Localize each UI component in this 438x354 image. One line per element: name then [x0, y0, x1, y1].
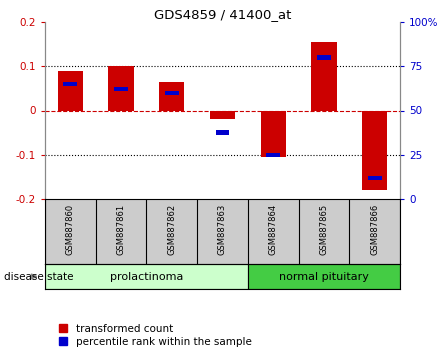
Bar [108, 66, 134, 110]
Text: GSM887861: GSM887861 [117, 204, 126, 255]
Bar [317, 55, 331, 59]
Text: GSM887865: GSM887865 [319, 204, 328, 255]
Bar [261, 110, 286, 157]
Bar [64, 82, 78, 86]
Text: prolactinoma: prolactinoma [110, 272, 183, 281]
Bar [367, 176, 381, 180]
Bar [165, 91, 179, 95]
Bar [58, 71, 83, 110]
Bar [114, 87, 128, 91]
Text: disease state: disease state [4, 272, 74, 281]
Bar [159, 82, 184, 110]
Legend: transformed count, percentile rank within the sample: transformed count, percentile rank withi… [59, 324, 251, 347]
Bar [311, 42, 337, 110]
Title: GDS4859 / 41400_at: GDS4859 / 41400_at [154, 8, 291, 21]
Bar [210, 110, 235, 119]
Text: GSM887860: GSM887860 [66, 204, 75, 255]
Text: normal pituitary: normal pituitary [279, 272, 369, 281]
Bar [266, 153, 280, 157]
Bar [248, 264, 400, 289]
Text: GSM887862: GSM887862 [167, 204, 176, 255]
Text: GSM887863: GSM887863 [218, 204, 227, 256]
Text: GSM887864: GSM887864 [269, 204, 278, 255]
Bar [45, 264, 248, 289]
Text: GSM887866: GSM887866 [370, 204, 379, 256]
Bar [215, 130, 230, 135]
Bar [362, 110, 387, 190]
